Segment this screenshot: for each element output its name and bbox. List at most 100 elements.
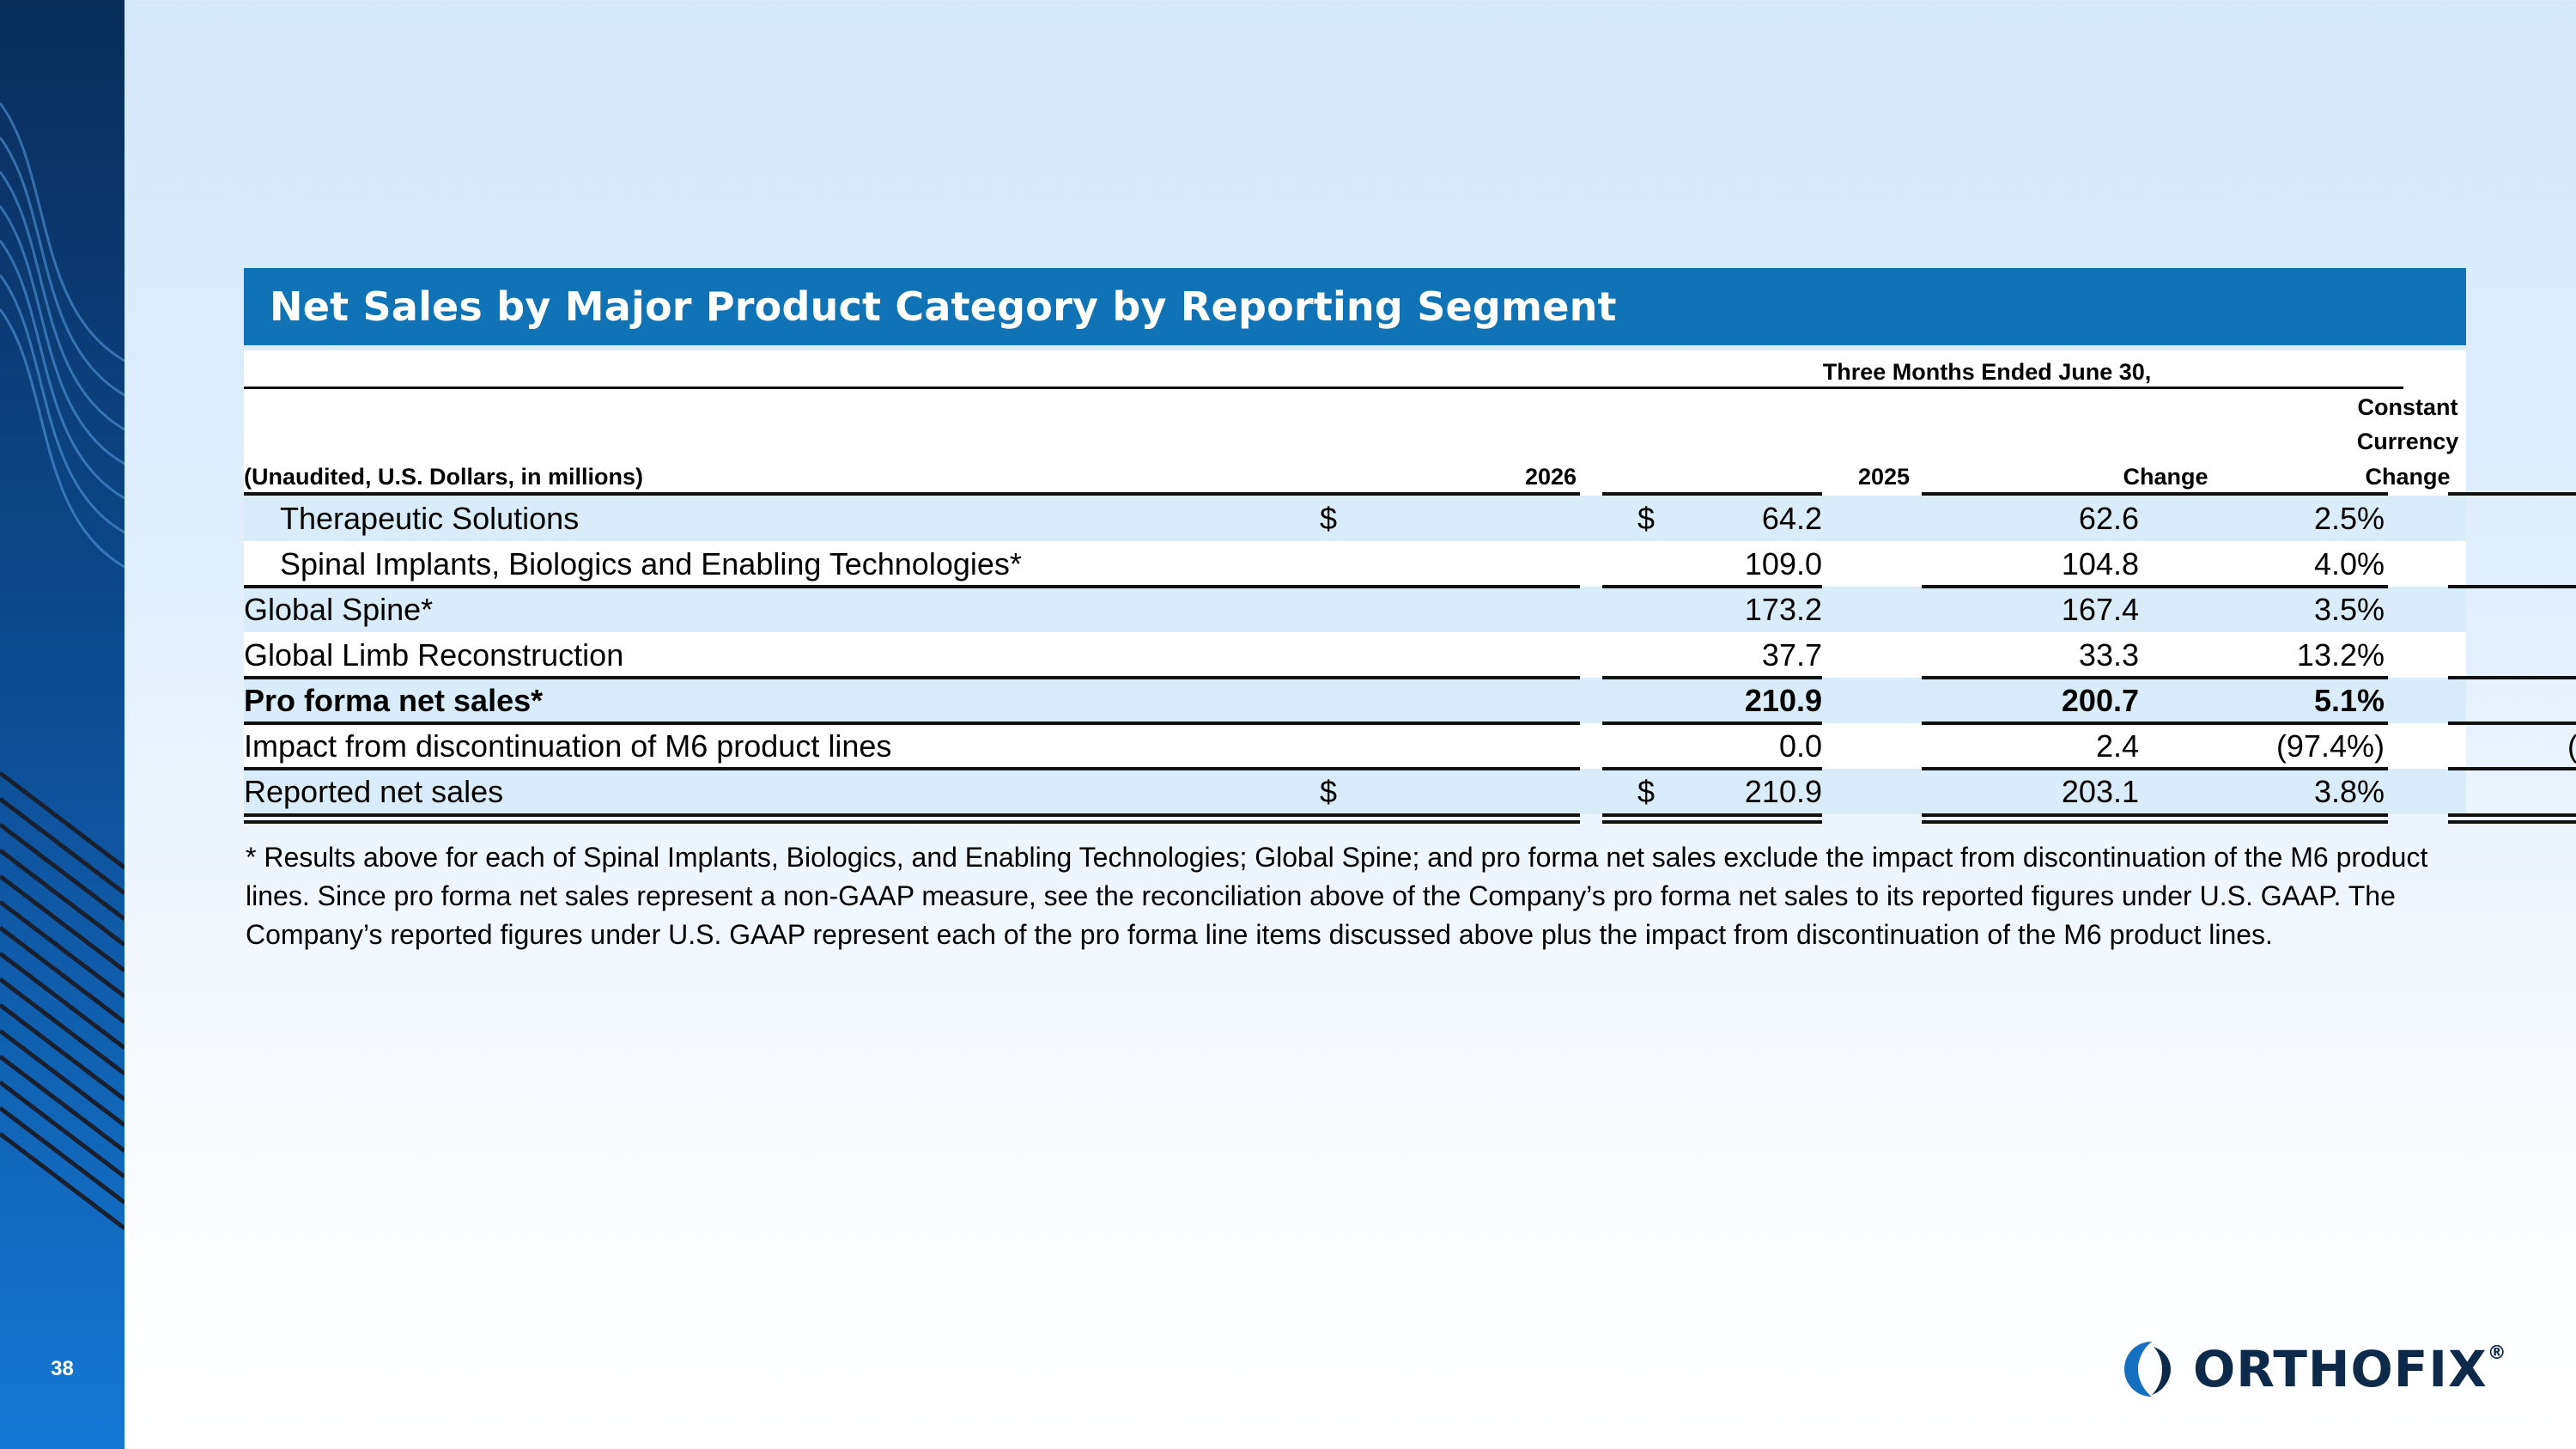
change-pct: 13.2% xyxy=(2296,637,2385,673)
total-double-rule xyxy=(2169,820,2388,824)
dollar-sign-2026 xyxy=(1320,541,1354,587)
period-header: Three Months Ended June 30, xyxy=(1822,359,2152,385)
logo-registered-mark: ® xyxy=(2487,1342,2507,1364)
value-2025: 104.8 xyxy=(2061,546,2139,581)
row-rule xyxy=(2169,585,2388,588)
row-rule xyxy=(2169,721,2388,725)
row-rule xyxy=(1602,767,1822,770)
dollar-sign-2026 xyxy=(1320,587,1354,632)
row-label: Impact from discontinuation of M6 produc… xyxy=(244,728,892,764)
value-2025: 33.3 xyxy=(2078,637,2139,673)
value-2026: 173.2 xyxy=(1744,592,1822,627)
total-double-rule xyxy=(2448,813,2576,817)
dollar-sign-2025 xyxy=(1637,723,1672,769)
cc-change-pct: 4.0% xyxy=(2408,541,2576,587)
orthofix-logo-mark xyxy=(2124,1342,2171,1397)
col-header-cc-line2: Currency xyxy=(2356,429,2459,454)
change-pct: 4.0% xyxy=(2313,546,2385,581)
header-underline xyxy=(2448,492,2576,496)
total-double-rule xyxy=(1922,813,2176,817)
total-double-rule xyxy=(1922,820,2176,824)
row-label: Global Spine* xyxy=(244,592,434,627)
net-sales-table: Three Months Ended June 30, (Unaudited, … xyxy=(244,350,2576,824)
row-label: Therapeutic Solutions xyxy=(280,501,580,536)
col-header-change: Change xyxy=(2123,464,2208,490)
table-row: Spinal Implants, Biologics and Enabling … xyxy=(244,541,2466,587)
table-row: Global Limb Reconstruction37.733.313.2%1… xyxy=(244,632,2466,678)
dollar-sign-2025 xyxy=(1637,587,1672,632)
value-2026: 210.9 xyxy=(1744,683,1822,718)
dollar-sign-2026 xyxy=(1320,723,1354,769)
col-header-cc-line3: Change xyxy=(2365,464,2451,490)
cc-change-pct: (97.5%) xyxy=(2408,723,2576,769)
row-label: Global Limb Reconstruction xyxy=(244,637,624,673)
dollar-sign-2025 xyxy=(1637,678,1672,723)
value-2026: 37.7 xyxy=(1761,637,1822,673)
row-label: Pro forma net sales* xyxy=(244,683,544,718)
cc-change-pct: 3.5% xyxy=(2408,587,2576,632)
row-rule xyxy=(2448,676,2576,679)
col-header-2025: 2025 xyxy=(1857,464,1911,490)
row-rule xyxy=(244,767,1580,770)
row-rule xyxy=(2448,767,2576,770)
value-2025: 2.4 xyxy=(2095,728,2139,764)
value-2026: 64.2 xyxy=(1761,501,1822,536)
row-rule xyxy=(2169,767,2388,770)
dollar-sign-2026: $ xyxy=(1320,501,1338,536)
value-2026: 0.0 xyxy=(1778,728,1822,764)
row-rule xyxy=(1922,585,2176,588)
dollar-sign-2025 xyxy=(1637,541,1672,587)
dollar-sign-2026 xyxy=(1320,632,1354,678)
page-number: 38 xyxy=(51,1357,74,1380)
cc-change-pct: 4.7% xyxy=(2408,678,2576,723)
row-rule xyxy=(1602,721,1822,725)
row-rule xyxy=(1602,585,1822,588)
row-label: Reported net sales xyxy=(244,774,504,809)
change-pct: 2.5% xyxy=(2313,501,2385,536)
value-2025: 200.7 xyxy=(2061,683,2139,718)
header-underline xyxy=(2169,492,2388,496)
table-row: Impact from discontinuation of M6 produc… xyxy=(244,723,2576,769)
row-rule xyxy=(2448,721,2576,725)
col-header-2026: 2026 xyxy=(1524,464,1577,490)
cc-change-pct: 3.5% xyxy=(2408,769,2576,814)
value-2026: 210.9 xyxy=(1744,774,1822,809)
dollar-sign-2026 xyxy=(1320,678,1354,723)
value-2025: 62.6 xyxy=(2078,501,2139,536)
col-header-cc-line1: Constant xyxy=(2357,394,2458,420)
cc-change-pct: 2.5% xyxy=(2408,496,2576,541)
row-rule xyxy=(244,721,1580,725)
value-2025: 203.1 xyxy=(2061,774,2139,809)
value-2026: 109.0 xyxy=(1744,546,1822,581)
table-row: Reported net sales$210.9$203.13.8%3.5% xyxy=(244,769,2466,814)
value-2025: 167.4 xyxy=(2061,592,2139,627)
orthofix-wordmark: ORTHOFIX® xyxy=(2193,1336,2507,1402)
row-label: Spinal Implants, Biologics and Enabling … xyxy=(280,546,1022,581)
row-rule xyxy=(244,585,1580,588)
header-underline xyxy=(1922,492,2176,496)
row-rule xyxy=(2169,676,2388,679)
change-pct: 3.5% xyxy=(2313,592,2385,627)
row-rule xyxy=(1922,721,2176,725)
row-rule xyxy=(1922,676,2176,679)
header-underline xyxy=(244,492,1580,496)
header-rule xyxy=(244,387,2403,389)
change-pct: (97.4%) xyxy=(2275,728,2385,764)
total-double-rule xyxy=(2448,820,2576,824)
sidebar-pattern xyxy=(0,102,125,1230)
dollar-sign-2025 xyxy=(1637,632,1672,678)
total-double-rule xyxy=(244,820,1580,824)
total-double-rule xyxy=(2169,813,2388,817)
total-double-rule xyxy=(1602,813,1822,817)
header-underline xyxy=(1602,492,1822,496)
row-rule xyxy=(1922,767,2176,770)
sidebar-decoration: 38 xyxy=(0,0,125,1449)
table-row: Therapeutic Solutions$64.2$62.62.5%2.5% xyxy=(244,496,2466,541)
row-rule xyxy=(1602,676,1822,679)
dollar-sign-2025: $ xyxy=(1637,501,1656,536)
total-double-rule xyxy=(244,813,1580,817)
change-pct: 3.8% xyxy=(2313,774,2385,809)
total-double-rule xyxy=(1602,820,1822,824)
